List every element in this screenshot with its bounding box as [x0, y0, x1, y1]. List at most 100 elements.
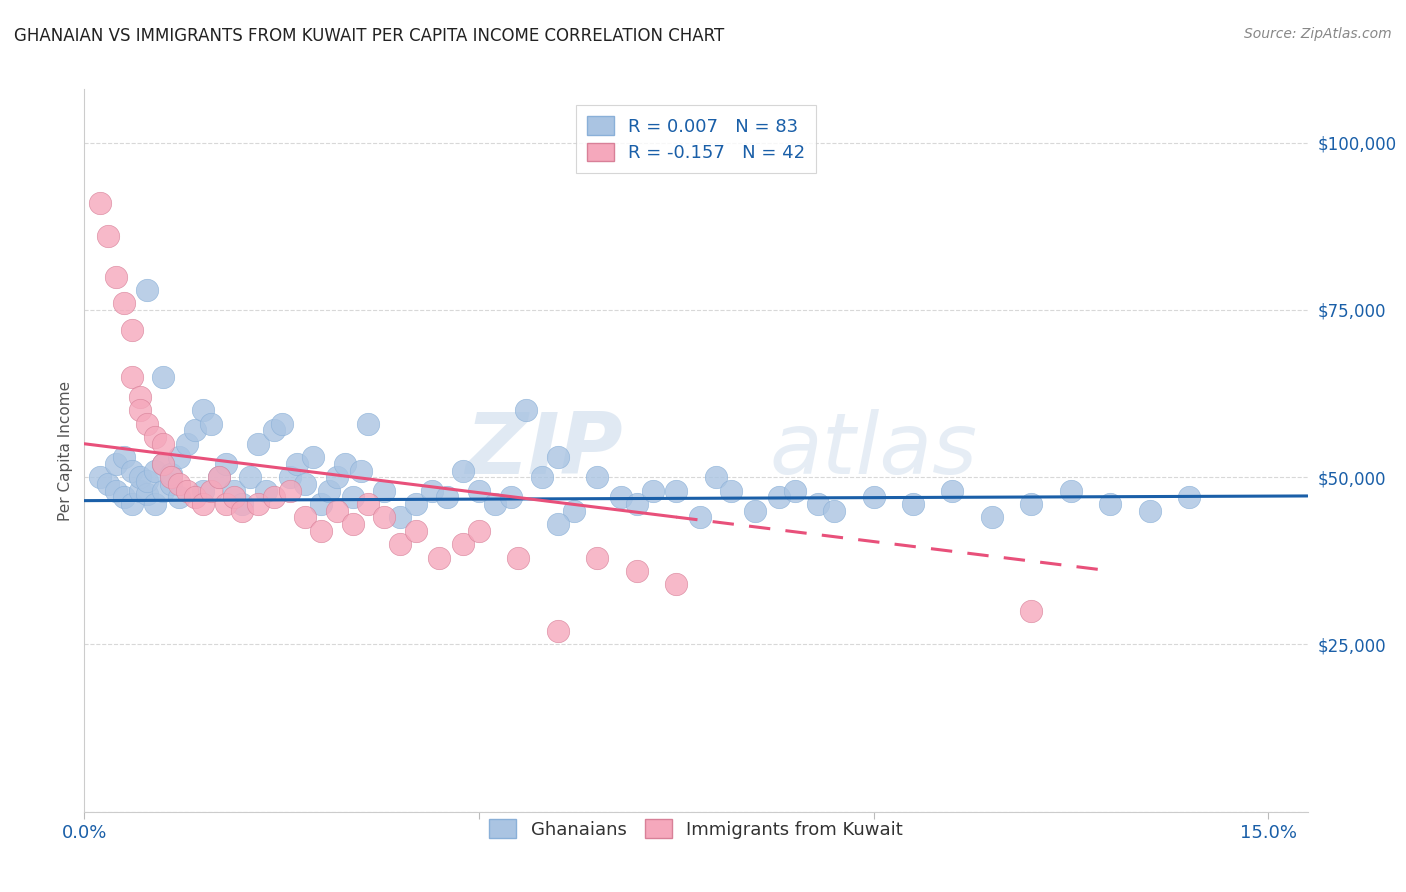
Point [176, 436, 198, 450]
Point [104, 457, 127, 471]
Point [167, 491, 190, 505]
Point [586, 550, 609, 565]
Point [547, 517, 569, 532]
Point [278, 470, 301, 484]
Point [145, 464, 167, 478]
Text: ZIP: ZIP [465, 409, 623, 492]
Point [333, 457, 356, 471]
Point [207, 470, 229, 484]
Point [547, 624, 569, 639]
Point [191, 497, 214, 511]
Point [184, 491, 207, 505]
Point [152, 436, 174, 450]
Point [191, 483, 214, 498]
Point [152, 369, 174, 384]
Point [641, 483, 664, 498]
Point [309, 497, 332, 511]
Point [97, 476, 120, 491]
Point [744, 503, 766, 517]
Legend: Ghanaians, Immigrants from Kuwait: Ghanaians, Immigrants from Kuwait [482, 813, 910, 846]
Point [145, 497, 167, 511]
Point [112, 450, 135, 464]
Point [783, 483, 806, 498]
Point [610, 491, 633, 505]
Point [231, 497, 253, 511]
Point [97, 229, 120, 244]
Point [104, 483, 127, 498]
Point [373, 483, 395, 498]
Point [167, 476, 190, 491]
Point [326, 503, 349, 517]
Point [302, 450, 325, 464]
Point [901, 497, 924, 511]
Point [326, 470, 349, 484]
Point [342, 491, 364, 505]
Point [704, 470, 727, 484]
Point [121, 369, 143, 384]
Point [160, 470, 183, 484]
Point [136, 283, 159, 297]
Point [121, 323, 143, 337]
Point [184, 424, 207, 438]
Point [254, 483, 277, 498]
Point [862, 491, 884, 505]
Point [405, 524, 427, 538]
Text: Source: ZipAtlas.com: Source: ZipAtlas.com [1244, 27, 1392, 41]
Point [136, 474, 159, 488]
Point [1099, 497, 1122, 511]
Point [128, 483, 150, 498]
Point [112, 491, 135, 505]
Point [246, 497, 269, 511]
Point [980, 510, 1002, 524]
Point [278, 483, 301, 498]
Point [941, 483, 963, 498]
Point [224, 491, 246, 505]
Point [420, 483, 443, 498]
Point [89, 470, 111, 484]
Point [263, 491, 285, 505]
Point [665, 483, 688, 498]
Point [468, 483, 491, 498]
Point [152, 483, 174, 498]
Point [160, 476, 183, 491]
Point [508, 550, 530, 565]
Point [239, 470, 262, 484]
Point [287, 457, 309, 471]
Point [515, 403, 537, 417]
Point [1139, 503, 1161, 517]
Point [89, 195, 111, 210]
Point [373, 510, 395, 524]
Point [231, 503, 253, 517]
Point [200, 417, 222, 431]
Point [263, 424, 285, 438]
Point [429, 550, 451, 565]
Point [270, 417, 292, 431]
Point [200, 483, 222, 498]
Y-axis label: Per Capita Income: Per Capita Income [58, 380, 73, 521]
Point [160, 467, 183, 481]
Point [167, 450, 190, 464]
Text: atlas: atlas [769, 409, 977, 492]
Point [405, 497, 427, 511]
Point [586, 470, 609, 484]
Point [1060, 483, 1083, 498]
Point [547, 450, 569, 464]
Point [152, 457, 174, 471]
Point [357, 417, 380, 431]
Point [389, 537, 412, 551]
Point [823, 503, 845, 517]
Point [128, 403, 150, 417]
Point [626, 564, 648, 578]
Point [215, 457, 238, 471]
Point [294, 510, 316, 524]
Point [468, 524, 491, 538]
Point [665, 577, 688, 591]
Point [152, 457, 174, 471]
Point [136, 417, 159, 431]
Point [1178, 491, 1201, 505]
Point [215, 497, 238, 511]
Point [349, 464, 371, 478]
Point [720, 483, 742, 498]
Point [318, 483, 340, 498]
Point [389, 510, 412, 524]
